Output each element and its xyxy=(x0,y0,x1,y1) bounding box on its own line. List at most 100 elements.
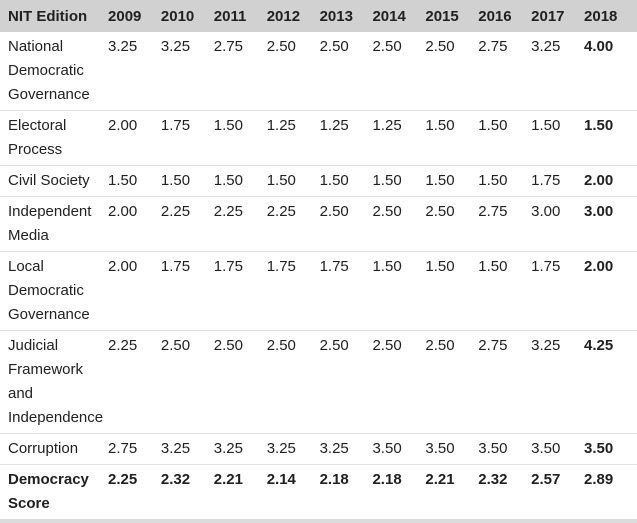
score-cell: 3.25 xyxy=(213,433,267,465)
score-cell: 1.50 xyxy=(584,110,637,166)
table-row: Electoral Process 2.00 1.75 1.50 1.25 1.25 1.2… xyxy=(0,110,637,166)
score-cell: 2.25 xyxy=(213,196,267,252)
score-cell: 1.50 xyxy=(478,251,532,331)
score-cell: 1.50 xyxy=(372,251,426,331)
year-header: 2010 xyxy=(160,0,214,32)
score-cell: 2.50 xyxy=(266,32,320,111)
score-cell: 1.50 xyxy=(478,165,532,197)
score-cell: 2.00 xyxy=(108,196,161,252)
score-cell: 1.75 xyxy=(160,251,214,331)
score-cell: 2.25 xyxy=(266,196,320,252)
table-row: Corruption 2.75 3.25 3.25 3.25 3.25 3.50 3.50 3.… xyxy=(0,433,637,465)
score-cell: 1.25 xyxy=(266,110,320,166)
corner-header-nit-edition: NIT Edition xyxy=(0,0,109,32)
score-cell: 2.50 xyxy=(372,196,426,252)
score-cell: 2.50 xyxy=(372,32,426,111)
year-header: 2018 xyxy=(584,0,637,32)
bottom-gray-bar xyxy=(0,519,637,523)
score-cell: 2.50 xyxy=(319,32,373,111)
score-cell: 3.50 xyxy=(425,433,479,465)
score-cell: 1.25 xyxy=(319,110,373,166)
score-cell: 2.50 xyxy=(213,330,267,434)
score-cell: 2.50 xyxy=(425,196,479,252)
row-label: Democracy Score xyxy=(0,464,109,520)
score-cell: 3.25 xyxy=(108,32,161,111)
score-cell: 3.25 xyxy=(531,32,585,111)
table-row: Local Democratic Governance 2.00 1.75 1.75 1… xyxy=(0,251,637,331)
score-cell: 3.25 xyxy=(531,330,585,434)
year-header: 2012 xyxy=(266,0,320,32)
score-cell: 2.21 xyxy=(425,464,479,520)
score-cell: 1.25 xyxy=(372,110,426,166)
score-cell: 2.50 xyxy=(160,330,214,434)
table-header: NIT Edition 2009 2010 2011 2012 2013 2014 2015… xyxy=(0,0,637,32)
score-cell: 4.25 xyxy=(584,330,637,434)
table-body: National Democratic Governance 3.25 3.25 2.… xyxy=(0,32,637,520)
row-label: Electoral Process xyxy=(0,110,109,166)
score-cell: 1.50 xyxy=(160,165,214,197)
score-cell: 2.57 xyxy=(531,464,585,520)
score-cell: 1.50 xyxy=(478,110,532,166)
score-cell: 2.50 xyxy=(425,32,479,111)
score-cell: 2.32 xyxy=(160,464,214,520)
score-cell: 2.25 xyxy=(160,196,214,252)
row-label: Corruption xyxy=(0,433,109,465)
score-cell: 1.50 xyxy=(213,165,267,197)
row-label: Independent Media xyxy=(0,196,109,252)
year-header: 2015 xyxy=(425,0,479,32)
score-cell: 1.75 xyxy=(160,110,214,166)
score-cell: 2.00 xyxy=(108,110,161,166)
table-row: Democracy Score 2.25 2.32 2.21 2.14 2.18 2.18 2… xyxy=(0,464,637,520)
score-cell: 2.50 xyxy=(266,330,320,434)
score-cell: 2.89 xyxy=(584,464,637,520)
score-cell: 2.50 xyxy=(372,330,426,434)
year-header: 2011 xyxy=(213,0,267,32)
score-cell: 2.14 xyxy=(266,464,320,520)
score-cell: 2.75 xyxy=(213,32,267,111)
score-cell: 3.25 xyxy=(160,32,214,111)
score-cell: 2.25 xyxy=(108,464,161,520)
score-cell: 4.00 xyxy=(584,32,637,111)
score-cell: 1.75 xyxy=(531,165,585,197)
score-cell: 2.50 xyxy=(319,330,373,434)
score-cell: 1.75 xyxy=(266,251,320,331)
row-label: Civil Society xyxy=(0,165,109,197)
table-row: Judicial Framework and Independence 2.25 2… xyxy=(0,330,637,434)
score-cell: 3.25 xyxy=(319,433,373,465)
row-label: Local Democratic Governance xyxy=(0,251,109,331)
score-cell: 2.00 xyxy=(584,251,637,331)
score-cell: 1.50 xyxy=(266,165,320,197)
score-cell: 3.50 xyxy=(584,433,637,465)
row-label: National Democratic Governance xyxy=(0,32,109,111)
score-cell: 1.75 xyxy=(319,251,373,331)
score-cell: 3.00 xyxy=(584,196,637,252)
year-header: 2009 xyxy=(108,0,161,32)
score-cell: 2.00 xyxy=(108,251,161,331)
score-cell: 2.00 xyxy=(584,165,637,197)
score-cell: 1.50 xyxy=(213,110,267,166)
score-cell: 1.50 xyxy=(531,110,585,166)
score-cell: 3.50 xyxy=(531,433,585,465)
score-cell: 3.50 xyxy=(478,433,532,465)
score-cell: 2.18 xyxy=(319,464,373,520)
score-cell: 2.25 xyxy=(108,330,161,434)
score-cell: 2.75 xyxy=(478,32,532,111)
score-cell: 1.50 xyxy=(425,165,479,197)
header-row: NIT Edition 2009 2010 2011 2012 2013 2014 2015… xyxy=(0,0,637,32)
score-cell: 2.18 xyxy=(372,464,426,520)
table-row: Civil Society 1.50 1.50 1.50 1.50 1.50 1.50 1.5… xyxy=(0,165,637,197)
score-cell: 1.50 xyxy=(425,251,479,331)
score-cell: 3.50 xyxy=(372,433,426,465)
score-cell: 2.50 xyxy=(425,330,479,434)
score-cell: 2.50 xyxy=(319,196,373,252)
score-cell: 2.75 xyxy=(478,196,532,252)
year-header: 2016 xyxy=(478,0,532,32)
score-cell: 3.25 xyxy=(160,433,214,465)
score-cell: 2.21 xyxy=(213,464,267,520)
table-row: Independent Media 2.00 2.25 2.25 2.25 2.50 2.5… xyxy=(0,196,637,252)
year-header: 2013 xyxy=(319,0,373,32)
score-cell: 1.50 xyxy=(372,165,426,197)
score-cell: 2.75 xyxy=(108,433,161,465)
